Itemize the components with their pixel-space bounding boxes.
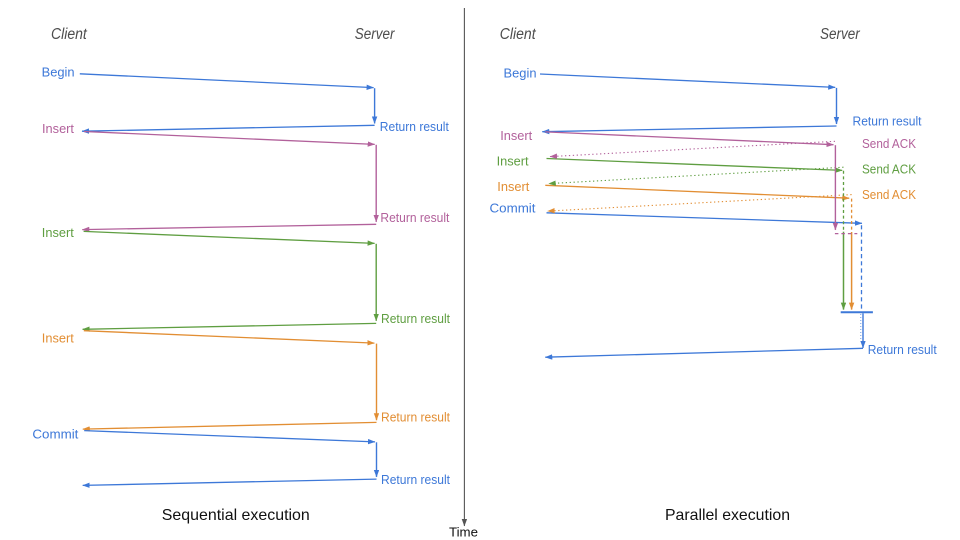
svg-text:Parallel execution: Parallel execution bbox=[665, 507, 790, 524]
svg-text:Server: Server bbox=[355, 26, 395, 43]
svg-text:Send ACK: Send ACK bbox=[862, 136, 916, 151]
svg-text:Insert: Insert bbox=[500, 128, 532, 143]
svg-text:Client: Client bbox=[500, 26, 536, 43]
svg-text:Return result: Return result bbox=[381, 409, 450, 424]
svg-text:Return result: Return result bbox=[381, 472, 450, 487]
svg-text:Commit: Commit bbox=[490, 201, 536, 216]
svg-text:Insert: Insert bbox=[497, 153, 529, 168]
svg-text:Return result: Return result bbox=[868, 342, 937, 357]
svg-text:Return result: Return result bbox=[380, 119, 449, 134]
svg-text:Insert: Insert bbox=[497, 179, 529, 194]
svg-text:Time: Time bbox=[449, 525, 478, 540]
svg-text:Insert: Insert bbox=[42, 121, 74, 136]
svg-text:Commit: Commit bbox=[32, 427, 78, 442]
svg-text:Send ACK: Send ACK bbox=[862, 162, 916, 177]
svg-text:Send ACK: Send ACK bbox=[862, 187, 916, 202]
svg-text:Insert: Insert bbox=[42, 225, 74, 240]
svg-text:Return result: Return result bbox=[381, 311, 450, 326]
svg-text:Begin: Begin bbox=[42, 64, 75, 79]
svg-text:Sequential execution: Sequential execution bbox=[162, 507, 310, 524]
svg-text:Return result: Return result bbox=[853, 114, 922, 129]
svg-text:Begin: Begin bbox=[504, 66, 537, 81]
svg-text:Insert: Insert bbox=[42, 331, 74, 346]
svg-text:Client: Client bbox=[51, 26, 87, 43]
svg-text:Return result: Return result bbox=[380, 210, 449, 225]
svg-text:Server: Server bbox=[820, 26, 860, 43]
